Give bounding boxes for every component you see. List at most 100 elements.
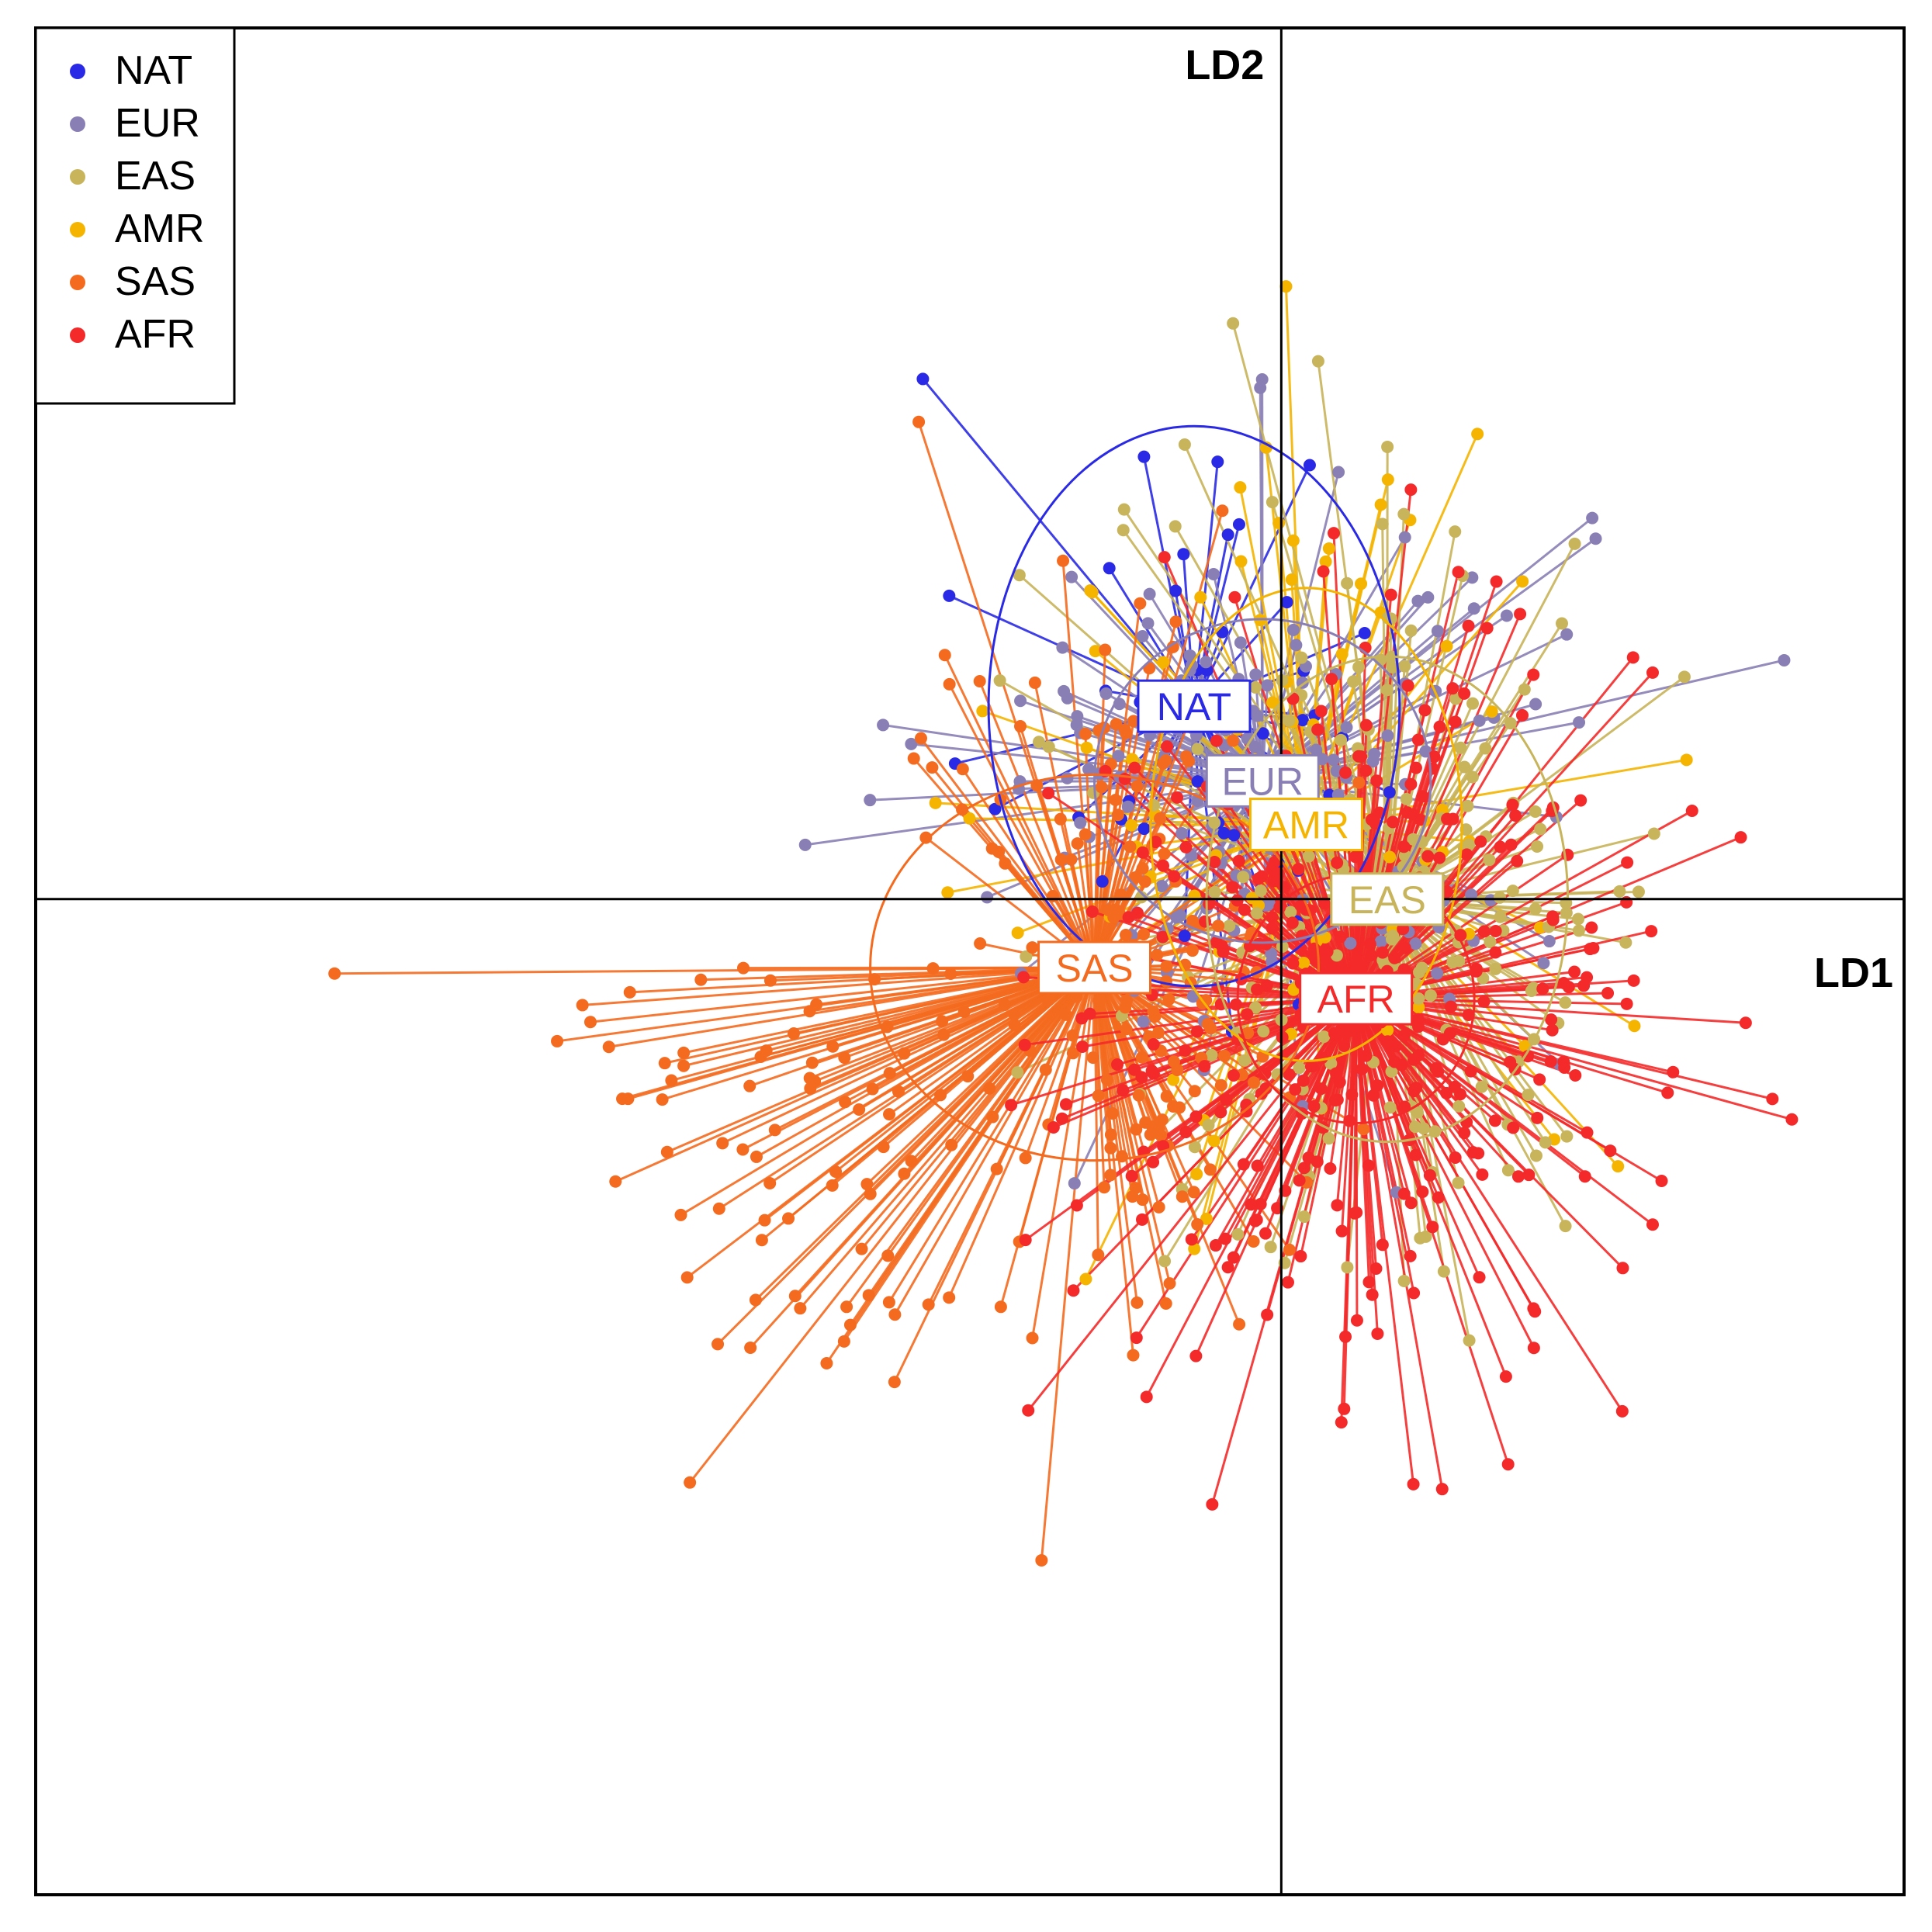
data-point-afr [1018, 1038, 1031, 1051]
legend-marker-nat [70, 64, 85, 79]
data-point-afr [1265, 922, 1279, 935]
data-point-nat [1232, 518, 1245, 531]
connector-line-afr [1322, 571, 1358, 999]
data-point-eas [1352, 660, 1366, 673]
data-point-afr [1140, 1390, 1153, 1404]
data-point-eas [1385, 1065, 1398, 1078]
data-point-afr [1366, 1288, 1379, 1301]
ellipse-amr [1149, 587, 1463, 1062]
data-point-eur [1136, 629, 1149, 642]
data-point-eur [1183, 649, 1196, 662]
data-point-afr [1111, 1058, 1124, 1071]
connector-line-sas [769, 966, 1096, 1185]
data-point-amr [1612, 1160, 1625, 1173]
connector-line-nat [1193, 464, 1311, 707]
data-point-afr [1076, 1040, 1089, 1054]
data-point-sas [623, 985, 636, 999]
data-point-eas [1452, 1099, 1466, 1113]
data-point-afr [1259, 1227, 1272, 1240]
data-point-sas [983, 1082, 996, 1095]
data-point-nat [1303, 459, 1316, 472]
data-point-eur [1058, 684, 1071, 698]
data-point-sas [1214, 1079, 1227, 1092]
data-point-afr [1397, 840, 1411, 853]
legend-marker-afr [70, 327, 85, 343]
data-point-eur [1248, 740, 1262, 753]
data-point-sas [1095, 781, 1108, 794]
data-point-sas [843, 1318, 857, 1331]
data-point-afr [1489, 924, 1502, 937]
data-point-sas [945, 1138, 958, 1151]
data-point-afr [1149, 836, 1162, 849]
legend-label-afr: AFR [115, 312, 196, 357]
data-point-amr [963, 812, 976, 825]
data-point-afr [1441, 812, 1454, 826]
legend-label-nat: NAT [115, 48, 192, 93]
data-point-eur [1065, 570, 1079, 583]
data-point-sas [1106, 1106, 1119, 1120]
data-point-sas [883, 1108, 896, 1121]
legend-marker-eas [70, 169, 85, 185]
data-point-sas [1054, 812, 1067, 826]
data-point-eur [1249, 668, 1262, 681]
data-point-eur [1290, 639, 1303, 652]
connector-line-sas [882, 966, 1096, 1148]
data-point-sas [1357, 1123, 1370, 1136]
data-point-sas [943, 1291, 956, 1304]
data-point-afr [1443, 1027, 1456, 1040]
data-point-eur [1529, 698, 1542, 711]
centroid-label-afr: AFR [1317, 978, 1395, 1021]
connector-line-sas [888, 967, 1096, 1304]
data-point-eas [1529, 805, 1542, 818]
data-point-sas [1247, 1076, 1260, 1089]
data-point-eas [1341, 576, 1354, 590]
connector-line-sas [590, 966, 1095, 1023]
data-point-amr [1194, 590, 1207, 604]
data-point-sas [787, 1027, 800, 1040]
data-point-eas [1494, 891, 1507, 904]
data-point-afr [1259, 1082, 1272, 1095]
data-point-afr [1286, 957, 1300, 970]
connector-line-sas [582, 966, 1095, 1006]
data-point-eas [1568, 537, 1581, 550]
data-point-eas [1400, 792, 1413, 805]
data-point-afr [1546, 913, 1560, 926]
data-point-eas [1032, 736, 1045, 749]
data-point-eur [1200, 656, 1213, 669]
data-point-nat [916, 372, 930, 386]
data-point-sas [1092, 1089, 1105, 1103]
data-point-eur [1112, 750, 1125, 763]
data-point-sas [788, 1290, 802, 1303]
ellipse-sas [869, 773, 1320, 1162]
data-point-afr [1449, 715, 1462, 729]
data-point-eur [1074, 816, 1087, 829]
data-point-sas [656, 1093, 669, 1106]
data-point-amr [1471, 428, 1484, 441]
data-point-afr [1157, 859, 1170, 872]
data-point-afr [1237, 1158, 1250, 1171]
data-point-afr [1418, 704, 1432, 717]
data-point-sas [974, 937, 987, 950]
data-point-eur [798, 838, 812, 851]
data-point-eas [1518, 683, 1531, 696]
data-point-afr [1412, 1049, 1425, 1062]
data-point-sas [1119, 726, 1132, 739]
data-point-sas [1110, 718, 1123, 731]
data-point-eas [1330, 949, 1343, 962]
data-point-sas [994, 1300, 1007, 1314]
data-point-afr [1578, 1170, 1591, 1183]
data-point-eas [1383, 1101, 1397, 1114]
data-point-afr [1217, 945, 1230, 958]
data-point-sas [1129, 1182, 1142, 1195]
data-point-afr [1460, 848, 1473, 861]
data-point-eur [1467, 602, 1480, 615]
data-point-sas [1217, 1049, 1231, 1062]
connector-line-eur [1261, 379, 1264, 781]
data-point-sas [1059, 1008, 1072, 1021]
data-point-afr [1324, 1162, 1337, 1175]
data-point-sas [820, 1356, 833, 1369]
data-point-sas [755, 1234, 768, 1247]
data-point-eur [1061, 771, 1074, 784]
data-point-afr [1734, 831, 1747, 844]
data-point-afr [1339, 1330, 1352, 1343]
